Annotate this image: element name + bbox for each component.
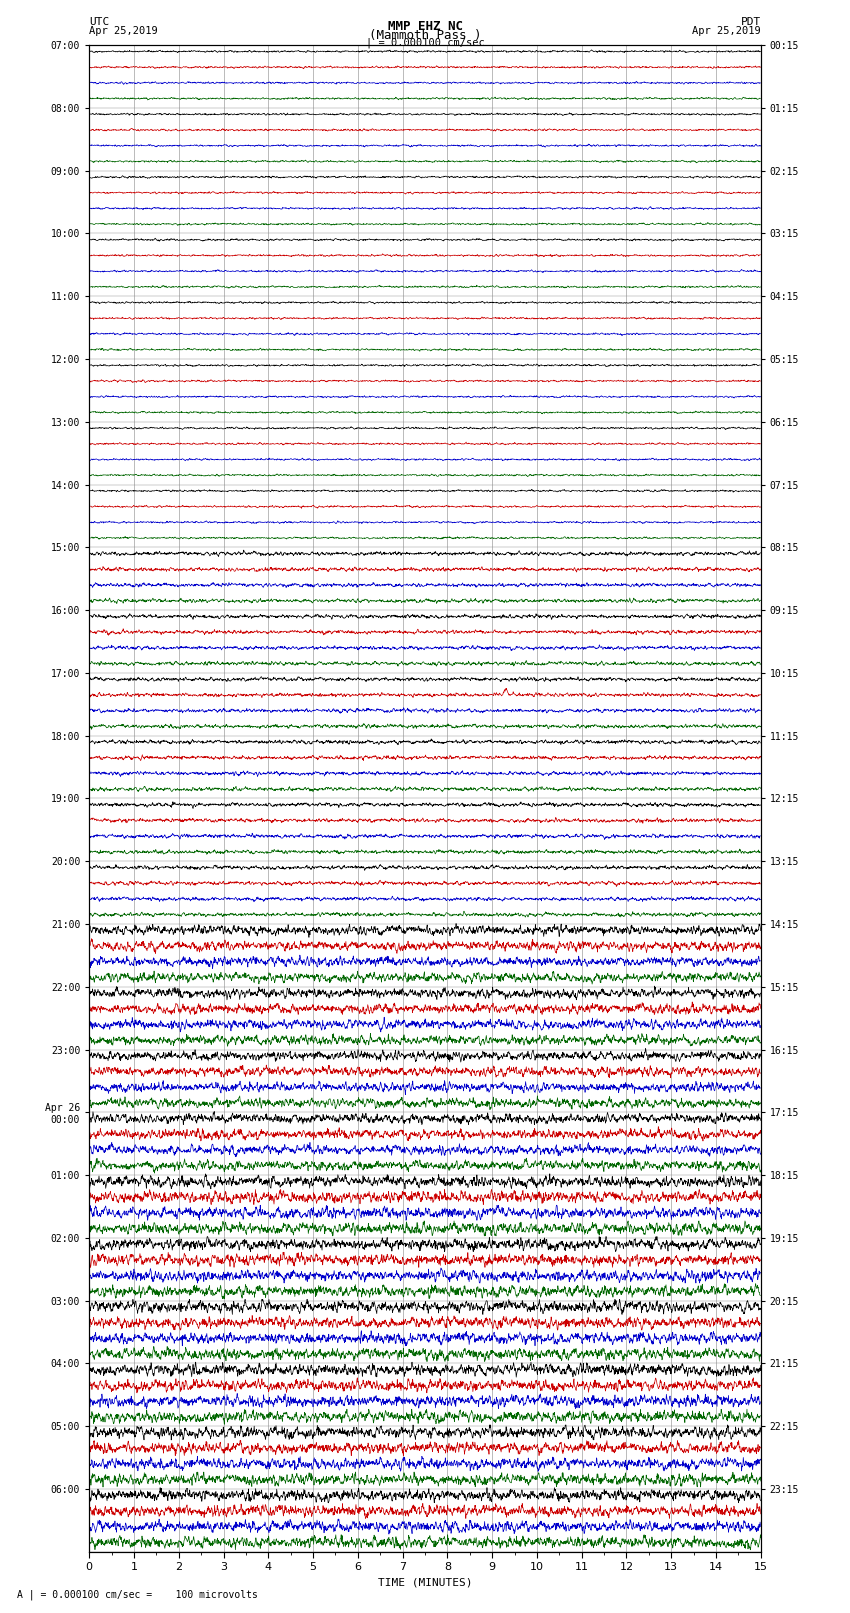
X-axis label: TIME (MINUTES): TIME (MINUTES) xyxy=(377,1578,473,1587)
Text: MMP EHZ NC: MMP EHZ NC xyxy=(388,19,462,34)
Text: Apr 25,2019: Apr 25,2019 xyxy=(692,26,761,35)
Text: A | = 0.000100 cm/sec =    100 microvolts: A | = 0.000100 cm/sec = 100 microvolts xyxy=(17,1589,258,1600)
Text: UTC: UTC xyxy=(89,18,110,27)
Text: PDT: PDT xyxy=(740,18,761,27)
Text: (Mammoth Pass ): (Mammoth Pass ) xyxy=(369,29,481,42)
Text: Apr 25,2019: Apr 25,2019 xyxy=(89,26,158,35)
Text: | = 0.000100 cm/sec: | = 0.000100 cm/sec xyxy=(366,37,484,48)
